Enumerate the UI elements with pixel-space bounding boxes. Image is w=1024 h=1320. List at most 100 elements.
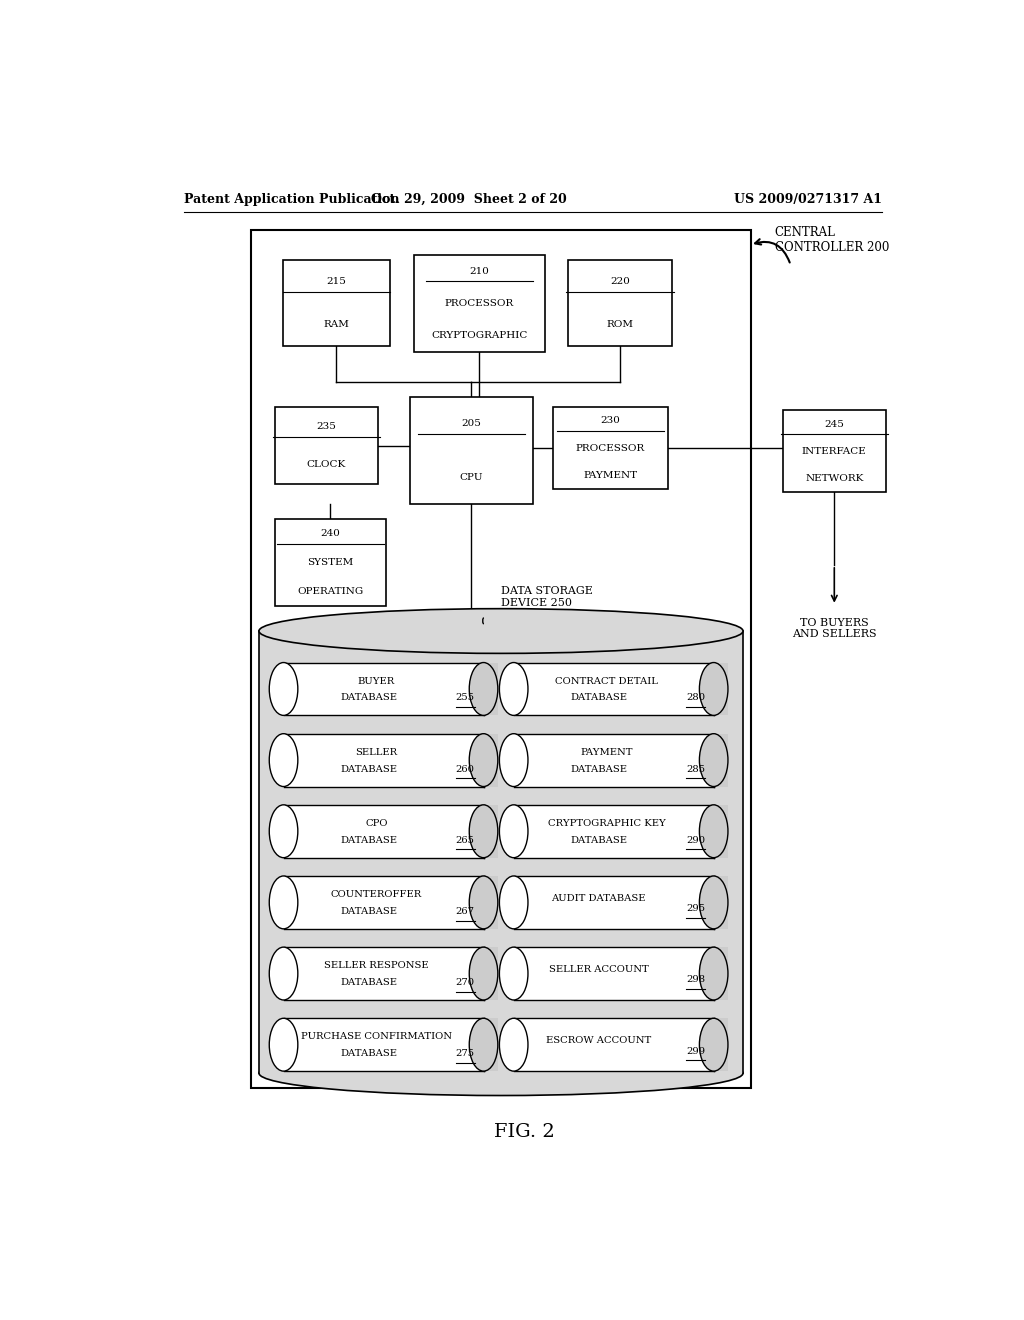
Text: DATABASE: DATABASE: [570, 693, 627, 702]
Text: 255: 255: [456, 693, 475, 702]
Text: DATABASE: DATABASE: [570, 764, 627, 774]
Bar: [714, 876, 728, 929]
Text: DATABASE: DATABASE: [340, 836, 397, 845]
Text: PROCESSOR: PROCESSOR: [444, 298, 514, 308]
Ellipse shape: [500, 663, 528, 715]
Text: 260: 260: [456, 764, 475, 774]
Text: NETWORK: NETWORK: [805, 474, 863, 483]
Text: Patent Application Publication: Patent Application Publication: [183, 193, 399, 206]
Text: 285: 285: [686, 764, 705, 774]
Bar: [414, 255, 545, 351]
Text: 240: 240: [321, 529, 340, 539]
Bar: [410, 397, 532, 504]
Ellipse shape: [269, 1018, 298, 1071]
Text: CENTRAL
CONTROLLER 200: CENTRAL CONTROLLER 200: [775, 226, 889, 253]
Text: SELLER ACCOUNT: SELLER ACCOUNT: [549, 965, 648, 974]
Ellipse shape: [469, 734, 498, 787]
Bar: [782, 411, 886, 492]
Text: US 2009/0271317 A1: US 2009/0271317 A1: [734, 193, 882, 206]
Bar: [284, 948, 483, 1001]
Text: 295: 295: [686, 904, 705, 913]
Bar: [514, 663, 714, 715]
Ellipse shape: [500, 805, 528, 858]
Bar: [284, 1018, 483, 1071]
Text: 235: 235: [316, 422, 336, 430]
Ellipse shape: [269, 876, 298, 929]
Text: PROCESSOR: PROCESSOR: [575, 444, 645, 453]
Bar: [568, 260, 672, 346]
Text: COUNTEROFFER: COUNTEROFFER: [331, 890, 422, 899]
Text: DATABASE: DATABASE: [570, 836, 627, 845]
Text: 265: 265: [456, 836, 475, 845]
Text: CPU: CPU: [460, 473, 483, 482]
Text: ESCROW ACCOUNT: ESCROW ACCOUNT: [546, 1036, 651, 1045]
Ellipse shape: [269, 663, 298, 715]
Text: 275: 275: [456, 1049, 475, 1059]
Bar: [714, 805, 728, 858]
Text: FIG. 2: FIG. 2: [495, 1123, 555, 1140]
Text: PAYMENT: PAYMENT: [583, 471, 637, 479]
Text: PURCHASE CONFIRMATION: PURCHASE CONFIRMATION: [301, 1032, 452, 1041]
Text: 299: 299: [686, 1047, 705, 1056]
Bar: [259, 631, 743, 1073]
Text: 267: 267: [456, 907, 475, 916]
Bar: [284, 734, 483, 787]
Bar: [483, 805, 498, 858]
Ellipse shape: [699, 1018, 728, 1071]
Text: DATABASE: DATABASE: [340, 764, 397, 774]
Bar: [284, 663, 483, 715]
Text: SELLER: SELLER: [355, 747, 397, 756]
Bar: [514, 876, 714, 929]
Bar: [284, 805, 483, 858]
Ellipse shape: [500, 948, 528, 1001]
Ellipse shape: [500, 734, 528, 787]
Bar: [483, 1018, 498, 1071]
Ellipse shape: [269, 805, 298, 858]
Bar: [283, 260, 390, 346]
Ellipse shape: [469, 876, 498, 929]
Text: CONTRACT DETAIL: CONTRACT DETAIL: [555, 677, 658, 685]
Bar: [483, 734, 498, 787]
Bar: [251, 230, 751, 1089]
Bar: [483, 948, 498, 1001]
Text: INTERFACE: INTERFACE: [802, 446, 866, 455]
Bar: [553, 408, 668, 488]
Text: DATABASE: DATABASE: [340, 1049, 397, 1059]
Bar: [514, 805, 714, 858]
Ellipse shape: [500, 876, 528, 929]
Text: OPERATING: OPERATING: [297, 586, 364, 595]
Bar: [514, 734, 714, 787]
Ellipse shape: [469, 948, 498, 1001]
Text: CRYPTOGRAPHIC: CRYPTOGRAPHIC: [431, 331, 527, 341]
Text: Oct. 29, 2009  Sheet 2 of 20: Oct. 29, 2009 Sheet 2 of 20: [372, 193, 567, 206]
Text: BUYER: BUYER: [357, 677, 395, 685]
Bar: [714, 663, 728, 715]
Ellipse shape: [469, 663, 498, 715]
Text: ROM: ROM: [606, 321, 634, 329]
Ellipse shape: [699, 663, 728, 715]
Text: 205: 205: [461, 420, 481, 429]
Text: 298: 298: [686, 975, 705, 985]
Ellipse shape: [699, 805, 728, 858]
Text: SELLER RESPONSE: SELLER RESPONSE: [324, 961, 429, 970]
Text: CPO: CPO: [366, 818, 388, 828]
Ellipse shape: [259, 609, 743, 653]
Ellipse shape: [699, 948, 728, 1001]
Bar: [714, 1018, 728, 1071]
Ellipse shape: [269, 734, 298, 787]
Ellipse shape: [269, 948, 298, 1001]
Text: PAYMENT: PAYMENT: [581, 747, 633, 756]
Bar: [714, 734, 728, 787]
Text: 270: 270: [456, 978, 475, 987]
Bar: [274, 519, 386, 606]
Text: RAM: RAM: [324, 321, 349, 329]
Text: DATA STORAGE
DEVICE 250: DATA STORAGE DEVICE 250: [501, 586, 593, 607]
Text: DATABASE: DATABASE: [340, 978, 397, 987]
Text: DATABASE: DATABASE: [340, 907, 397, 916]
Text: TO BUYERS
AND SELLERS: TO BUYERS AND SELLERS: [792, 618, 877, 639]
Text: CRYPTOGRAPHIC KEY: CRYPTOGRAPHIC KEY: [548, 818, 666, 828]
Text: DATABASE: DATABASE: [340, 693, 397, 702]
Bar: [274, 408, 378, 483]
Text: CLOCK: CLOCK: [307, 461, 346, 469]
Ellipse shape: [259, 1051, 743, 1096]
